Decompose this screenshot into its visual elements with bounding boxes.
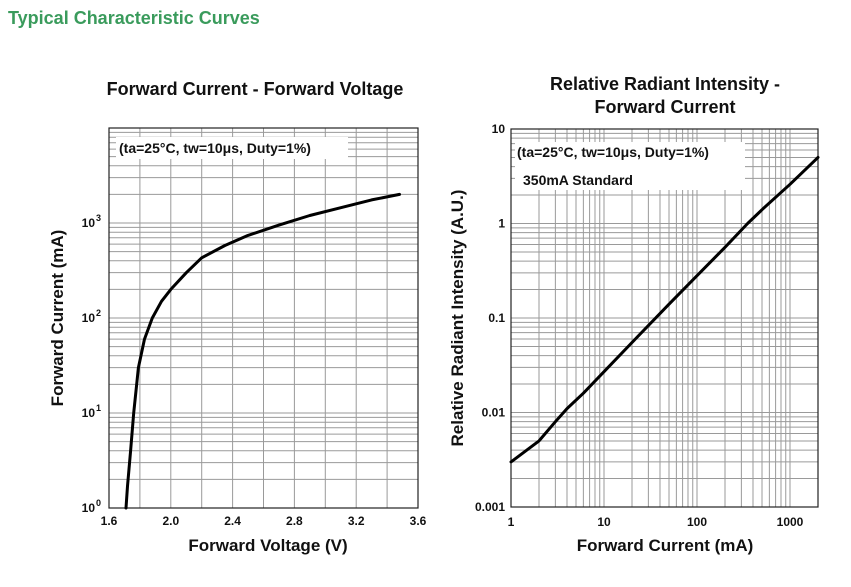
chart1-y-tick-label: 10 xyxy=(82,311,96,325)
chart1-y-tick-exponent: 1 xyxy=(96,403,101,413)
chart1-x-tick-label: 3.2 xyxy=(348,514,365,528)
chart2-title-line2: Forward Current xyxy=(594,97,735,117)
section-heading: Typical Characteristic Curves xyxy=(8,8,260,28)
chart1-title: Forward Current - Forward Voltage xyxy=(107,79,404,99)
chart1-y-tick-exponent: 2 xyxy=(96,308,101,318)
chart2-x-tick-label: 1000 xyxy=(777,515,804,529)
chart2-y-tick-label: 0.1 xyxy=(488,311,505,325)
chart1-x-tick-label: 1.6 xyxy=(101,514,118,528)
chart1-y-tick-label: 10 xyxy=(82,406,96,420)
chart1-plot-frame xyxy=(108,127,419,509)
chart2-x-ticks: 1 10 100 1000 xyxy=(508,515,804,529)
chart2-x-tick-label: 100 xyxy=(687,515,707,529)
chart1-x-ticks: 1.6 2.0 2.4 2.8 3.2 3.6 xyxy=(101,514,427,528)
chart2-annotation-bg xyxy=(515,142,745,190)
chart2-title-line1: Relative Radiant Intensity - xyxy=(550,74,780,94)
chart1-annotation: (ta=25°C, tw=10μs, Duty=1%) xyxy=(119,140,311,156)
chart2-series-line xyxy=(509,155,820,464)
chart1-x-tick-label: 2.4 xyxy=(224,514,241,528)
chart1-x-tick-label: 3.6 xyxy=(410,514,427,528)
chart1-x-tick-label: 2.8 xyxy=(286,514,303,528)
chart1-x-tick-label: 2.0 xyxy=(162,514,179,528)
chart1-series-line xyxy=(124,192,401,510)
chart2-plot-frame xyxy=(510,128,819,508)
chart2-y-tick-label: 10 xyxy=(492,122,506,136)
forward-current-voltage-chart: Forward Current - Forward Voltage 1.6 2.0… xyxy=(48,79,427,555)
chart2-y-tick-label: 0.01 xyxy=(482,406,506,420)
chart1-y-tick-label: 10 xyxy=(82,501,96,515)
chart1-y-tick-exponent: 0 xyxy=(96,498,101,508)
chart1-grid xyxy=(109,128,418,508)
chart1-y-tick-label: 10 xyxy=(82,216,96,230)
chart1-xlabel: Forward Voltage (V) xyxy=(188,536,347,555)
chart1-annotation-bg xyxy=(116,137,348,159)
chart1-ylabel: Forward Current (mA) xyxy=(48,230,67,407)
chart2-annotation: (ta=25°C, tw=10μs, Duty=1%) xyxy=(517,144,709,160)
chart2-y-tick-label: 0.001 xyxy=(475,500,505,514)
chart1-y-tick-exponent: 3 xyxy=(96,213,101,223)
chart2-y-ticks: 0.001 0.01 0.1 1 10 xyxy=(475,122,505,514)
chart2-grid xyxy=(511,129,818,507)
chart2-ylabel: Relative Radiant Intensity (A.U.) xyxy=(448,190,467,447)
chart2-xlabel: Forward Current (mA) xyxy=(577,536,754,555)
chart2-x-tick-label: 10 xyxy=(597,515,611,529)
chart2-x-tick-label: 1 xyxy=(508,515,515,529)
chart2-y-tick-label: 1 xyxy=(498,217,505,231)
radiant-intensity-current-chart: Relative Radiant Intensity - Forward Cur… xyxy=(448,74,820,555)
chart2-annotation-standard: 350mA Standard xyxy=(523,172,633,188)
